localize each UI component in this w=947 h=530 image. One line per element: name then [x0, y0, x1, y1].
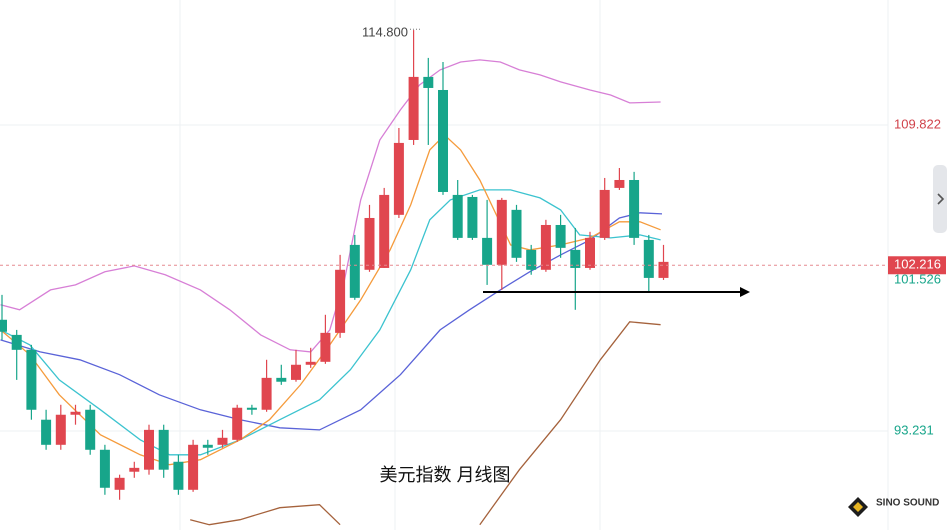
candle-body: [129, 467, 140, 472]
candle-body: [599, 189, 610, 238]
candle-body: [643, 239, 654, 278]
candle-body: [11, 334, 22, 350]
candle-body: [452, 194, 463, 238]
candle-body: [526, 249, 537, 270]
candle-body: [482, 237, 493, 265]
candle-body: [232, 407, 243, 440]
candle-body: [114, 477, 125, 490]
indicator-line: [0, 59, 661, 353]
high-note: 114.800: [362, 25, 408, 40]
logo-text: SINO SOUND: [876, 498, 939, 509]
line-price-label: 101.526: [894, 271, 941, 286]
candle-body: [276, 377, 287, 382]
candle-body: [217, 437, 228, 445]
indicator-line: [190, 321, 661, 526]
candle-body: [246, 407, 257, 410]
candle-body: [261, 377, 272, 410]
candle-body: [41, 419, 52, 445]
candle-body: [188, 444, 199, 490]
candle-body: [423, 76, 434, 88]
candle-body: [173, 461, 184, 490]
candle-body: [629, 179, 640, 238]
side-toggle-bg[interactable]: [933, 165, 947, 233]
candle-body: [85, 409, 96, 450]
candle-body: [26, 349, 37, 410]
indicator-line: [0, 134, 661, 466]
logo-mark-inner: [853, 502, 863, 512]
candle-body: [0, 319, 7, 332]
candle-body: [144, 429, 154, 470]
candle-body: [379, 194, 390, 268]
logo: SINO SOUND: [848, 497, 939, 517]
chart-title: 美元指数 月线图: [379, 465, 510, 485]
last-price-box: [888, 256, 946, 275]
last-price-label: 102.216: [894, 257, 941, 272]
y-tick-label: 109.822: [894, 116, 941, 131]
side-toggle-icon[interactable]: [937, 193, 945, 205]
candle-body: [158, 429, 169, 470]
arrow-head: [740, 287, 750, 297]
candle-body: [540, 224, 551, 270]
candle-body: [349, 244, 360, 298]
indicator-line: [0, 189, 661, 456]
candle-body: [438, 89, 448, 192]
candle-body: [335, 269, 346, 333]
side-toggle[interactable]: [933, 165, 947, 233]
candle-body: [291, 364, 301, 380]
candle-body: [70, 411, 81, 415]
candle-body: [305, 361, 316, 365]
candle-body: [496, 199, 507, 265]
candle-body: [658, 261, 669, 278]
candle-body: [393, 142, 404, 215]
candle-body: [364, 217, 375, 270]
candle-body: [55, 414, 66, 445]
candle-body: [99, 449, 110, 488]
candle-body: [511, 209, 522, 258]
candle-body: [202, 444, 213, 448]
candle-body: [408, 76, 419, 140]
candle-body: [614, 179, 625, 188]
candle-body: [585, 237, 595, 268]
plot: 93.231 109.822: [0, 30, 941, 526]
candle-body: [570, 249, 581, 268]
candle-body: [467, 196, 478, 238]
candle-body: [555, 224, 566, 248]
candle-body: [320, 332, 331, 362]
y-tick-label: 93.231: [894, 422, 934, 437]
